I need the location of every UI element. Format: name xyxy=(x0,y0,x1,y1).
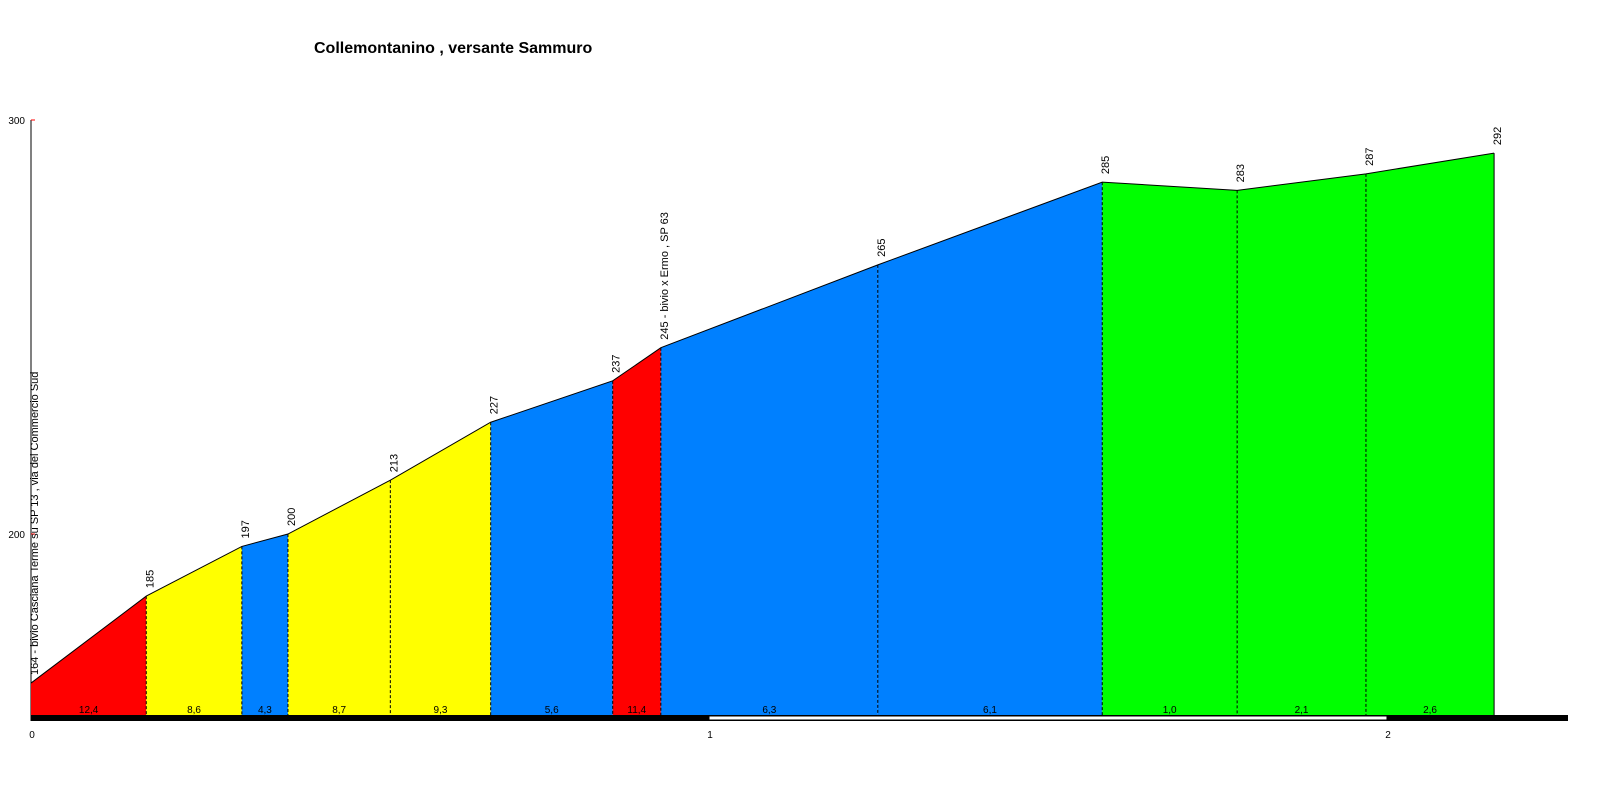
gradient-label: 2,6 xyxy=(1423,705,1437,716)
elevation-label: 292 xyxy=(1492,127,1504,145)
x-tick-label: 1 xyxy=(707,730,713,741)
gradient-segment xyxy=(390,422,491,717)
elevation-label: 285 xyxy=(1100,156,1112,174)
elevation-label: 197 xyxy=(240,520,252,538)
gradient-label: 6,3 xyxy=(762,705,776,716)
gradient-label: 2,1 xyxy=(1295,705,1309,716)
gradient-label: 5,6 xyxy=(545,705,559,716)
gradient-segment xyxy=(241,534,288,717)
gradient-label: 4,3 xyxy=(258,705,272,716)
y-tick-label: 300 xyxy=(8,116,25,127)
gradient-segment xyxy=(660,264,878,717)
chart-title: Collemontanino , versante Sammuro xyxy=(314,40,593,57)
elevation-label: 185 xyxy=(144,570,156,588)
gradient-label: 8,7 xyxy=(332,705,346,716)
elevation-label: 227 xyxy=(489,396,501,414)
gradient-segment xyxy=(287,480,391,717)
gradient-label: 1,0 xyxy=(1163,705,1177,716)
gradient-segment xyxy=(1102,182,1238,717)
elevation-label: 200 xyxy=(286,508,298,526)
gradient-label: 12,4 xyxy=(79,705,99,716)
gradient-label: 8,6 xyxy=(187,705,201,716)
y-tick-label: 200 xyxy=(8,530,25,541)
gradient-label: 11,4 xyxy=(627,705,646,716)
gradient-segment xyxy=(1365,153,1495,717)
gradient-label: 6,1 xyxy=(983,705,997,716)
elevation-label: 164 - bivio Casciana Terme su SP 13 , vi… xyxy=(29,372,41,675)
gradient-segment xyxy=(31,596,147,717)
elevation-label: 283 xyxy=(1235,164,1247,182)
gradient-segment xyxy=(1237,173,1366,718)
elevation-label: 287 xyxy=(1364,147,1376,165)
elevation-label: 265 xyxy=(876,239,888,257)
gradient-segment xyxy=(877,182,1103,717)
elevation-label: 213 xyxy=(388,454,400,472)
x-tick-label: 0 xyxy=(29,730,35,741)
elevation-label: 237 xyxy=(611,354,623,372)
x-tick-label: 2 xyxy=(1385,730,1391,741)
distance-band xyxy=(708,716,1387,720)
gradient-segment xyxy=(490,380,613,717)
elevation-label: 245 - bivio x Ermo , SP 63 xyxy=(659,212,671,340)
gradient-segment xyxy=(146,546,242,717)
profile-line xyxy=(30,152,1495,684)
gradient-label: 9,3 xyxy=(434,705,448,716)
gradient-segment xyxy=(612,347,661,717)
